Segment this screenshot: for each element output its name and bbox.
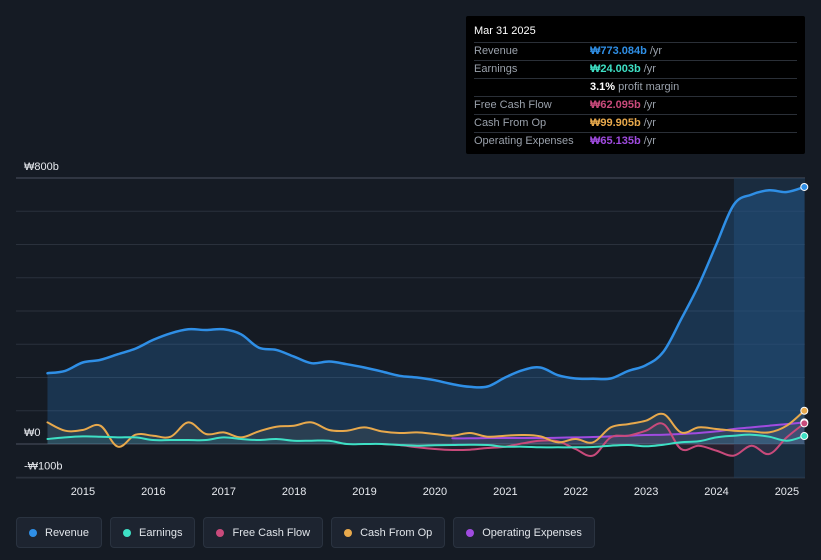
x-tick-label: 2017: [212, 486, 236, 498]
cash-from-op-end-point: [800, 406, 809, 415]
legend-label: Revenue: [45, 526, 90, 539]
free-cash-flow-end-point: [800, 419, 809, 428]
y-axis-labels: ₩800b ₩0 -₩100b: [24, 161, 63, 472]
free-cash-flow-line: [380, 422, 806, 458]
tooltip-label: [474, 79, 590, 96]
x-tick-label: 2016: [141, 486, 165, 498]
legend-dot-icon: [29, 528, 37, 537]
legend-label: Operating Expenses: [482, 526, 582, 539]
series-lines: [46, 185, 806, 458]
x-tick-label: 2015: [71, 486, 95, 498]
tooltip-label: Operating Expenses: [474, 135, 574, 147]
legend-dot-icon: [344, 528, 353, 537]
x-tick-label: 2022: [564, 486, 588, 498]
tooltip-row-revenue: Revenue ₩773.084b /yr: [474, 43, 797, 61]
tooltip-unit: /yr: [649, 45, 663, 57]
tooltip-label: Earnings: [474, 63, 518, 75]
legend-item-revenue[interactable]: Revenue: [16, 517, 103, 548]
tooltip-date: Mar 31 2025: [474, 24, 797, 43]
legend-dot-icon: [123, 528, 132, 537]
legend-item-cash-from-op[interactable]: Cash From Op: [331, 517, 446, 548]
y-tick-label: ₩800b: [24, 161, 59, 173]
tooltip-value: ₩99.905b: [590, 117, 641, 129]
tooltip-row-operating-expenses: Operating Expenses ₩65.135b /yr: [474, 133, 797, 150]
tooltip-unit: /yr: [643, 99, 656, 111]
tooltip-row-cash-from-op: Cash From Op ₩99.905b /yr: [474, 115, 797, 133]
legend-dot-icon: [216, 528, 225, 537]
tooltip-row-earnings: Earnings ₩24.003b /yr: [474, 61, 797, 79]
legend-item-earnings[interactable]: Earnings: [110, 517, 196, 548]
legend-dot-icon: [466, 528, 475, 537]
series-end-markers: [800, 182, 809, 441]
legend-label: Earnings: [139, 526, 183, 539]
tooltip-value: ₩65.135b: [590, 135, 641, 147]
earnings-line: [46, 433, 806, 449]
tooltip-label: Revenue: [474, 45, 519, 57]
x-tick-label: 2025: [775, 486, 799, 498]
tooltip-value: 3.1%: [590, 81, 616, 93]
tooltip-unit: /yr: [643, 63, 656, 75]
x-tick-label: 2018: [282, 486, 306, 498]
x-tick-label: 2023: [634, 486, 658, 498]
x-axis-labels: 2015 2016 2017 2018 2019 2020 2021 2022 2023 2024…: [71, 486, 799, 498]
legend-label: Free Cash Flow: [232, 526, 311, 539]
legend-label: Cash From Op: [360, 526, 433, 539]
y-tick-label: ₩0: [24, 427, 41, 439]
tooltip-unit: /yr: [643, 135, 656, 147]
tooltip-row-profit-margin: 3.1% profit margin: [474, 79, 797, 97]
chart-legend: Revenue Earnings Free Cash Flow Cash Fro…: [16, 517, 595, 548]
x-tick-label: 2020: [423, 486, 447, 498]
x-tick-label: 2021: [493, 486, 517, 498]
tooltip-row-free-cash-flow: Free Cash Flow ₩62.095b /yr: [474, 97, 797, 115]
revenue-line: [46, 185, 806, 389]
revenue-area: [47, 187, 805, 444]
tooltip-panel: Mar 31 2025 Revenue ₩773.084b /yr Earnin…: [466, 16, 805, 154]
legend-item-free-cash-flow[interactable]: Free Cash Flow: [203, 517, 324, 548]
tooltip-unit: /yr: [643, 117, 656, 129]
tooltip-label: Cash From Op: [474, 117, 547, 129]
tooltip-label: Free Cash Flow: [474, 99, 552, 111]
tooltip-value: ₩62.095b: [590, 99, 641, 111]
cash-from-op-line: [46, 409, 806, 448]
tooltip-unit: profit margin: [618, 81, 680, 93]
x-tick-label: 2019: [352, 486, 376, 498]
earnings-area: [47, 434, 805, 448]
chart-grid: [16, 177, 805, 479]
revenue-end-point: [800, 182, 809, 191]
x-tick-label: 2024: [704, 486, 728, 498]
y-tick-label: -₩100b: [24, 460, 63, 472]
earnings-end-point: [800, 432, 809, 441]
tooltip-value: ₩773.084b: [590, 45, 647, 57]
legend-item-operating-expenses[interactable]: Operating Expenses: [453, 517, 595, 548]
tooltip-value: ₩24.003b: [590, 63, 641, 75]
revenue-area: [47, 187, 805, 457]
